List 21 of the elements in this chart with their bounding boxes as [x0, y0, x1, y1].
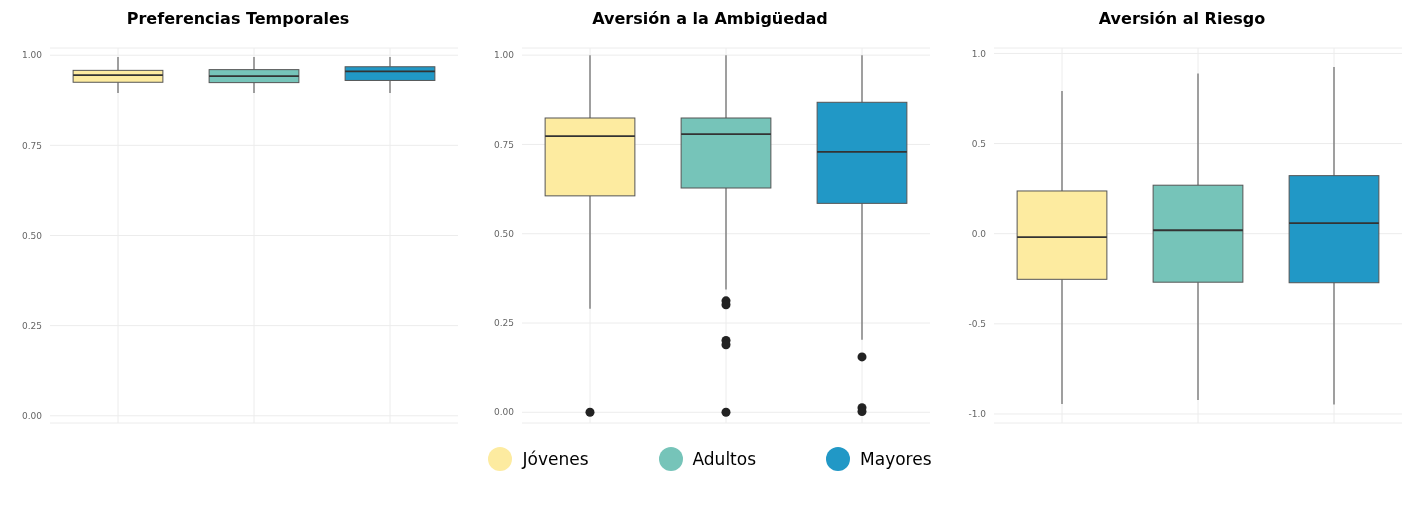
y-tick-label: 0.5: [971, 138, 986, 149]
y-tick-label: -0.5: [968, 319, 986, 330]
y-tick-label: 0.00: [21, 410, 43, 421]
legend-label: Jóvenes: [522, 449, 589, 469]
y-tick-label: 0.75: [21, 140, 42, 151]
y-tick-label: 1.00: [493, 50, 515, 61]
y-tick-label: 0.50: [21, 230, 43, 241]
y-tick-label: 1.00: [21, 50, 43, 61]
legend-label: Mayores: [860, 449, 932, 469]
y-tick-label: -1.0: [968, 409, 987, 420]
y-tick-label: 0.75: [493, 139, 514, 150]
chart-title: Preferencias Temporales: [125, 8, 351, 30]
chart-title: Aversión a la Ambigüedad: [591, 8, 829, 30]
y-tick-label: 1.0: [971, 48, 987, 59]
y-tick-label: 0.00: [493, 407, 515, 418]
y-tick-label: 0.25: [493, 318, 514, 329]
legend-label: Adultos: [692, 449, 757, 469]
y-tick-label: 0.0: [971, 228, 987, 239]
y-tick-label: 0.50: [493, 228, 515, 239]
y-tick-label: 0.25: [21, 320, 42, 331]
chart-title: Aversión al Riesgo: [1097, 8, 1267, 30]
